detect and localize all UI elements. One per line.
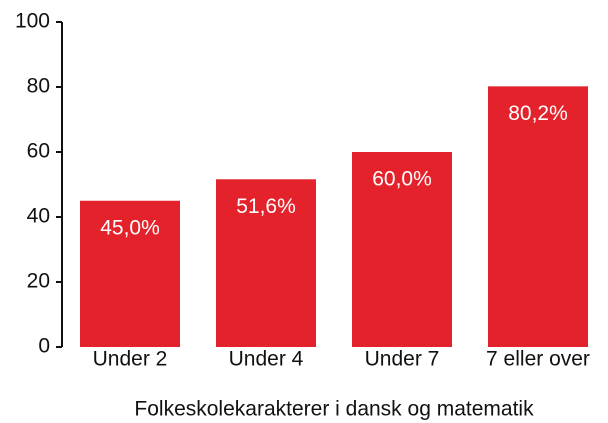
y-tick-label: 40 xyxy=(27,205,50,228)
y-tick-label: 20 xyxy=(27,270,50,293)
x-tick-label: Under 2 xyxy=(93,348,168,371)
x-tick-label: 7 eller over xyxy=(486,348,590,371)
y-tick-label: 60 xyxy=(27,140,50,163)
value-label: 60,0% xyxy=(372,168,432,191)
y-tick-label: 80 xyxy=(27,75,50,98)
bar xyxy=(488,86,588,347)
bar xyxy=(80,200,180,347)
value-label: 51,6% xyxy=(236,195,296,218)
y-tick-label: 100 xyxy=(15,10,50,33)
value-label: 80,2% xyxy=(508,102,568,125)
value-label: 45,0% xyxy=(100,216,160,239)
x-tick-label: Under 4 xyxy=(229,348,304,371)
x-axis-label: Folkeskolekarakterer i dansk og matemati… xyxy=(134,398,534,421)
bar xyxy=(216,179,316,347)
bar xyxy=(352,152,452,347)
y-tick-label: 0 xyxy=(38,335,50,358)
x-tick-label: Under 7 xyxy=(365,348,440,371)
